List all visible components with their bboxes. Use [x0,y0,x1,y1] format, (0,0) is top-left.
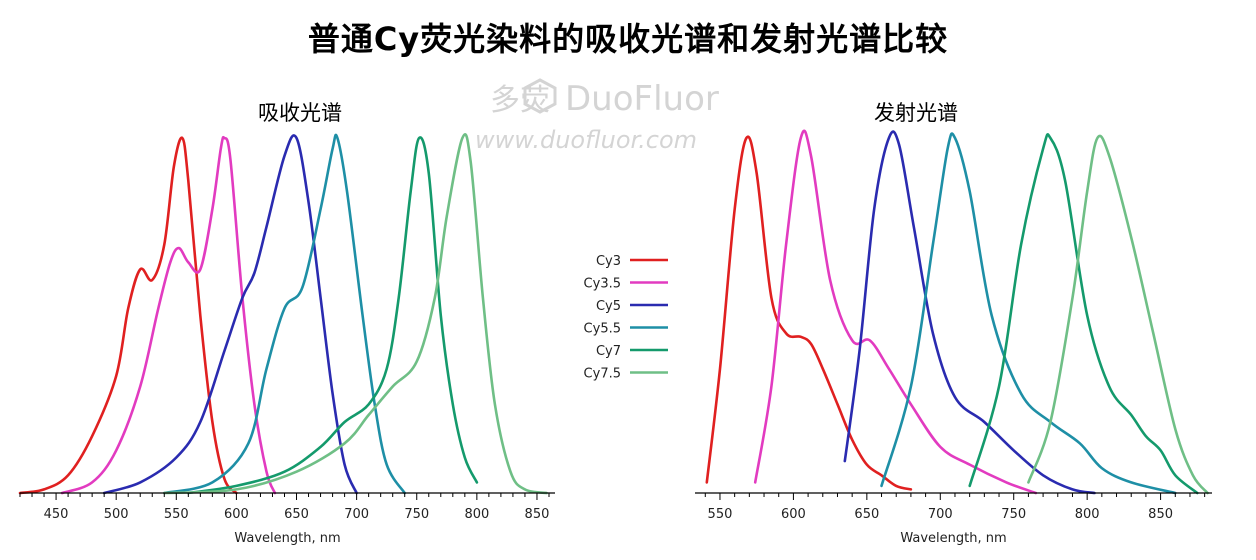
watermark-brand: DuoFluor [565,79,719,119]
x-tick-label: 750 [1001,507,1026,522]
series-line-Cy5 [843,130,1096,495]
legend-label: Cy7 [596,344,621,359]
series-line-Cy5_5 [880,132,1177,495]
logo-icon [523,78,557,114]
x-tick-label: 600 [224,507,249,522]
legend: Cy3 Cy3.5 Cy5 Cy5.5 Cy7 Cy7.5 [584,254,668,382]
legend-item-Cy7_5: Cy7.5 [584,367,668,382]
emission-panel: 发射光谱 550 600 650 700 750 800 850 Wavelength, nm [695,101,1212,546]
x-tick-label: 750 [404,507,429,522]
x-tick-label: 650 [854,507,879,522]
x-tick-label: 500 [104,507,129,522]
legend-label: Cy3 [596,254,621,269]
watermark-url: www.duofluor.com [475,126,697,154]
legend-label: Cy5.5 [584,322,621,337]
legend-item-Cy7: Cy7 [596,344,668,359]
legend-item-Cy3_5: Cy3.5 [584,277,668,292]
x-axis-label: Wavelength, nm [234,531,340,546]
series-line-Cy7_5 [163,133,548,495]
series-line-Cy7_5 [1027,134,1209,495]
x-tick-label: 850 [1148,507,1173,522]
series-line-Cy3_5 [60,135,277,495]
legend-item-Cy5: Cy5 [596,299,668,314]
watermark-logo-text: 多荧 [490,83,550,118]
legend-item-Cy3: Cy3 [596,254,668,269]
x-tick-label: 550 [708,507,733,522]
panel-title: 吸收光谱 [258,101,342,125]
series-line-Cy7 [187,136,479,495]
x-tick-label: 800 [1075,507,1100,522]
series-line-Cy3 [18,136,238,495]
series-line-Cy5 [102,134,358,495]
panel-title: 发射光谱 [874,101,958,125]
watermark: 多荧 DuoFluor www.duofluor.com [475,78,719,154]
x-tick-label: 800 [464,507,489,522]
x-axis-label: Wavelength, nm [900,531,1006,546]
x-tick-label: 850 [525,507,550,522]
x-tick-label: 700 [928,507,953,522]
series-line-Cy5_5 [163,133,406,495]
legend-label: Cy7.5 [584,367,621,382]
x-tick-label: 600 [781,507,806,522]
legend-label: Cy5 [596,299,621,314]
legend-label: Cy3.5 [584,277,621,292]
x-tick-label: 450 [44,507,69,522]
series-line-Cy3_5 [753,129,1038,495]
x-tick-label: 650 [284,507,309,522]
series-line-Cy3 [705,135,913,491]
x-tick-label: 550 [164,507,189,522]
main-title: 普通Cy荧光染料的吸收光谱和发射光谱比较 [307,20,949,58]
legend-item-Cy5_5: Cy5.5 [584,322,668,337]
x-tick-label: 700 [344,507,369,522]
absorption-panel: 吸收光谱 450 500 550 600 650 700 750 800 850 Wavelengt… [18,101,555,546]
